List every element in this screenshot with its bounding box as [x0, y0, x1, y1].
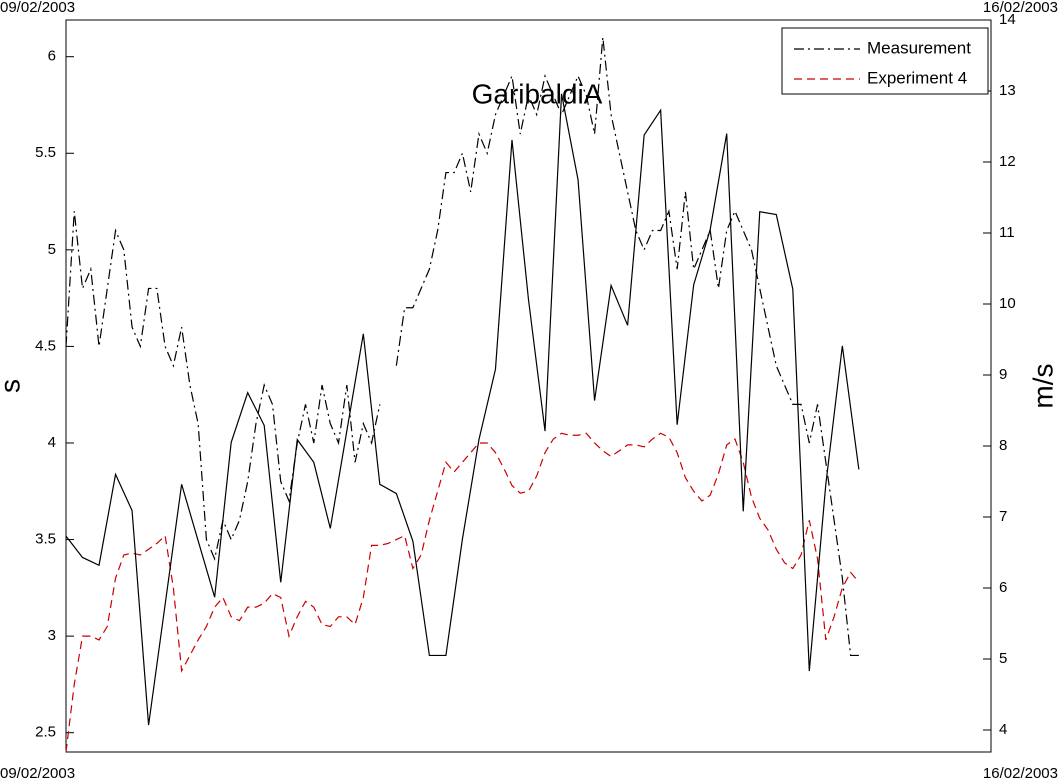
plot-frame: [65, 19, 992, 753]
series-line: [65, 93, 860, 726]
y-tick-label: 4.5: [35, 337, 56, 354]
x-tick-label: 09/02/2003: [0, 765, 75, 782]
y-tick-label: 2.5: [35, 724, 56, 741]
y2-tick-label: 12: [999, 153, 1016, 170]
y2-tick-label: 4: [999, 721, 1007, 738]
y2-tick-label: 9: [999, 366, 1007, 383]
y2-tick-label: 13: [999, 82, 1016, 99]
y-tick-label: 3.5: [35, 531, 56, 548]
y2-tick-label: 8: [999, 437, 1007, 454]
y2-tick-label: 10: [999, 295, 1016, 312]
y2-tick-label: 11: [999, 224, 1015, 241]
y2-axis-label: m/s: [1027, 363, 1058, 408]
y-tick-label: 4: [48, 434, 56, 451]
y2-tick-label: 14: [999, 11, 1016, 28]
y-axis-label: s: [0, 379, 25, 393]
x-tick-label-top: 16/02/2003: [983, 0, 1058, 16]
x-tick-label: 16/02/2003: [983, 765, 1058, 782]
chart-title: GaribaldiA: [472, 78, 603, 109]
y-tick-label: 3: [48, 627, 56, 644]
y2-tick-label: 7: [999, 508, 1007, 525]
legend-label: Experiment 4: [867, 68, 967, 87]
y-tick-label: 5: [48, 241, 56, 258]
legend-label: Measurement: [867, 38, 971, 57]
legend-box: [781, 27, 989, 95]
x-tick-label-top: 09/02/2003: [0, 0, 75, 16]
y2-tick-label: 6: [999, 579, 1007, 596]
y-tick-label: 5.5: [35, 144, 56, 161]
series-line: [65, 432, 860, 753]
y-tick-label: 6: [48, 48, 56, 65]
y2-tick-label: 5: [999, 650, 1007, 667]
